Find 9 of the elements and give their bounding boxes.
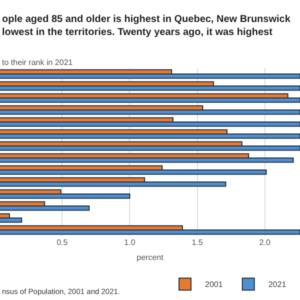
chart-subtitle: to their rank in 2021: [2, 58, 74, 67]
x-tick-label: 2.0: [259, 238, 271, 247]
x-tick-label: 1.5: [192, 238, 204, 247]
legend-label: 2001: [205, 280, 224, 290]
x-tick-label: 0.5: [56, 238, 68, 247]
chart-title: ople aged 85 and older is highest in Quebec, New Brunswick lowest in the territories. Twenty years ago, it was highest: [2, 14, 291, 38]
x-axis-title: percent: [136, 253, 164, 262]
legend-label: 2021: [268, 280, 287, 290]
x-tick-label: 1.0: [124, 238, 136, 247]
